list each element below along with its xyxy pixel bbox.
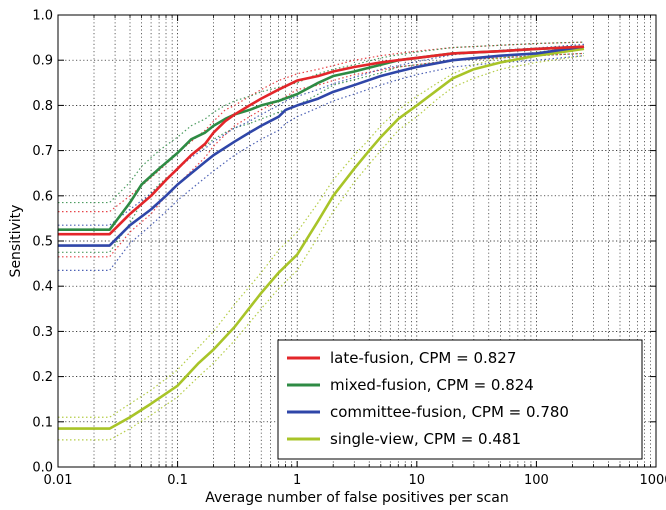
x-tick-label: 0.01: [44, 473, 73, 488]
x-tick-label: 100: [524, 473, 549, 488]
y-tick-label: 0.1: [32, 415, 53, 430]
single-view-ci-upper: [58, 46, 585, 418]
y-axis-label: Sensitivity: [8, 205, 24, 278]
committee-fusion-line: [58, 45, 585, 247]
committee-fusion-ci-upper: [58, 43, 585, 226]
single-view-ci-lower: [58, 55, 585, 441]
legend-label-late-fusion: late-fusion, CPM = 0.827: [330, 349, 516, 367]
y-tick-label: 1.0: [32, 9, 53, 24]
single-view-line: [58, 47, 585, 430]
x-axis-label: Average number of false positives per sc…: [205, 490, 509, 506]
y-tick-label: 0.6: [32, 189, 53, 204]
committee-fusion-ci-lower: [58, 55, 585, 271]
y-tick-label: 0.5: [32, 235, 53, 250]
legend-label-committee-fusion: committee-fusion, CPM = 0.780: [330, 403, 569, 421]
x-tick-label: 10: [409, 473, 426, 488]
y-tick-label: 0.7: [32, 144, 53, 159]
y-tick-label: 0.0: [32, 461, 53, 476]
axis-ticks: [57, 14, 657, 468]
legend-box: [277, 339, 643, 460]
legend-label-mixed-fusion: mixed-fusion, CPM = 0.824: [330, 376, 534, 394]
x-tick-label: 0.1: [167, 473, 188, 488]
y-axis-tick-labels: 0.0 0.1 0.2 0.3 0.4 0.5 0.6 0.7 0.8 0.9 1.0: [32, 9, 53, 476]
y-tick-label: 0.4: [32, 280, 53, 295]
legend: late-fusion, CPM = 0.827 mixed-fusion, CP…: [277, 339, 643, 460]
legend-label-single-view: single-view, CPM = 0.481: [330, 430, 521, 448]
y-tick-label: 0.2: [32, 370, 53, 385]
late-fusion-ci-lower: [58, 52, 585, 258]
late-fusion-line: [58, 45, 585, 236]
series-lines: [58, 45, 585, 430]
y-tick-label: 0.8: [32, 99, 53, 114]
mixed-fusion-ci-lower: [58, 52, 585, 253]
y-tick-label: 0.3: [32, 325, 53, 340]
y-tick-label: 0.9: [32, 54, 53, 69]
x-tick-label: 1: [293, 473, 301, 488]
